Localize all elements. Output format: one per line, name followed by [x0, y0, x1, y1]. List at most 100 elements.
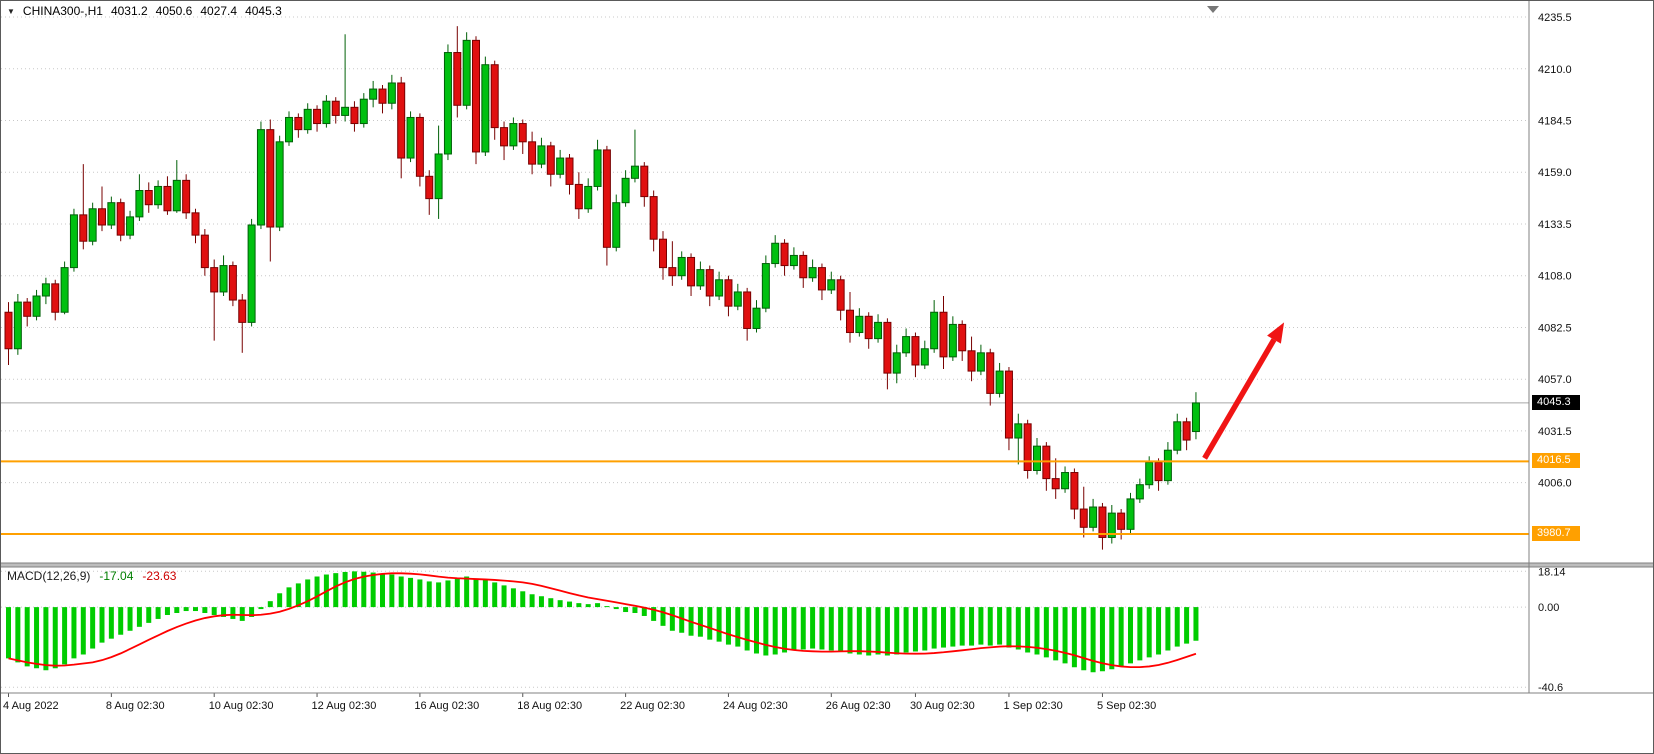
candle-body [602, 149, 611, 248]
candle-body [387, 82, 396, 104]
candle-body [687, 256, 696, 287]
candle-body [238, 299, 247, 323]
candle-body [799, 254, 808, 279]
candle-body [715, 279, 724, 297]
trend-arrow-shaft[interactable] [1202, 338, 1277, 460]
candle-body [1135, 484, 1144, 500]
candle-body [509, 123, 518, 147]
candle-body [228, 265, 237, 301]
candle-body [761, 263, 770, 309]
candle-body [920, 348, 929, 366]
candle-body [612, 202, 621, 248]
candle-body [1033, 445, 1041, 471]
candle-body [1014, 423, 1023, 439]
candle-body [443, 52, 452, 155]
candle-body [79, 214, 88, 242]
candle-body [1098, 506, 1107, 538]
candle-body [1079, 508, 1088, 528]
candle-body [247, 224, 256, 323]
candle-body [1042, 445, 1051, 480]
candle-body [331, 100, 340, 116]
trend-arrow-head[interactable] [1267, 322, 1285, 344]
price-axis-label: 4235.5 [1538, 12, 1572, 24]
candle-body [275, 141, 284, 228]
candle-body [69, 214, 78, 269]
time-axis-label: 4 Aug 2022 [3, 700, 59, 712]
time-axis-label: 5 Sep 02:30 [1097, 700, 1156, 712]
candle-body [51, 283, 60, 313]
candle-body [481, 64, 490, 153]
candle-body [1061, 472, 1070, 490]
candle-body [182, 179, 191, 214]
panel-splitter[interactable] [1, 563, 1654, 567]
candle-body [911, 336, 920, 366]
candle-body [640, 165, 649, 198]
candle-body [892, 352, 901, 374]
candle-body [1191, 402, 1200, 433]
candle-body [771, 242, 780, 265]
candle-body [1117, 512, 1126, 530]
price-axis[interactable]: 4235.5 4210.0 4184.5 4159.0 4133.5 4108.0 4082… [1538, 12, 1572, 694]
candle-body [154, 185, 163, 206]
candle-body [1145, 461, 1154, 486]
candle-body [659, 238, 667, 269]
candle-body [359, 98, 368, 125]
candle-body [789, 254, 798, 267]
time-axis-label: 16 Aug 02:30 [414, 700, 479, 712]
time-axis-label: 26 Aug 02:30 [826, 700, 891, 712]
candle-body [294, 116, 303, 131]
candle-body [668, 267, 677, 277]
price-axis-label: 4184.5 [1538, 116, 1572, 128]
level-price-tag: 4016.5 [1532, 453, 1580, 469]
candle-body [976, 352, 985, 372]
price-axis-label: 4108.0 [1538, 271, 1572, 283]
symbol-timeframe-label: CHINA300-,H1 [22, 4, 103, 18]
price-axis-label: 4133.5 [1538, 219, 1572, 231]
candle-body [1107, 512, 1116, 538]
level-price-tag: 3980.7 [1532, 526, 1580, 541]
signal-current-value: -23.63 [142, 569, 177, 583]
horizontal-level-lines[interactable] [1, 460, 1529, 536]
price-axis-label: 4057.0 [1538, 374, 1572, 386]
candle-body [500, 127, 509, 147]
time-axis-label: 8 Aug 02:30 [106, 700, 165, 712]
candle-body [752, 307, 761, 329]
candle-body [341, 106, 350, 116]
candle-body [836, 279, 845, 311]
candle-body [808, 267, 817, 279]
candle-body [565, 157, 574, 185]
candle-body [584, 185, 593, 210]
macd-indicator [1, 570, 1529, 688]
candle-body [630, 165, 639, 179]
candle-body [1089, 506, 1098, 528]
candle-body [1163, 449, 1172, 482]
candle-body [883, 321, 892, 374]
candle-body [163, 185, 172, 212]
time-axis-label: 18 Aug 02:30 [517, 700, 582, 712]
chart-shift-marker-icon[interactable] [1207, 6, 1219, 13]
candle-body [191, 212, 200, 236]
candle-body [1126, 498, 1135, 530]
candle-body [303, 108, 312, 131]
candle-body [60, 267, 69, 313]
candles[interactable] [4, 26, 1200, 550]
candle-body [425, 175, 434, 200]
candle-body [41, 283, 50, 297]
candle-body [1154, 461, 1163, 482]
time-axis[interactable]: 4 Aug 2022 8 Aug 02:30 10 Aug 02:30 12 Aug … [3, 693, 1156, 712]
candle-body [574, 183, 583, 210]
candle-body [144, 190, 153, 206]
candle-body [98, 208, 106, 226]
candle-body [490, 64, 499, 129]
price-axis-label: 4082.5 [1538, 322, 1572, 334]
candle-body [1051, 478, 1060, 490]
price-axis-label: 4159.0 [1538, 167, 1572, 179]
candle-body [116, 202, 125, 236]
candle-body [705, 269, 714, 297]
candle-body [995, 370, 1004, 394]
macd-axis-label: -40.6 [1538, 682, 1563, 694]
candle-body [172, 179, 181, 212]
symbol-dropdown-icon[interactable]: ▼ [7, 7, 15, 16]
candle-body [855, 315, 864, 334]
